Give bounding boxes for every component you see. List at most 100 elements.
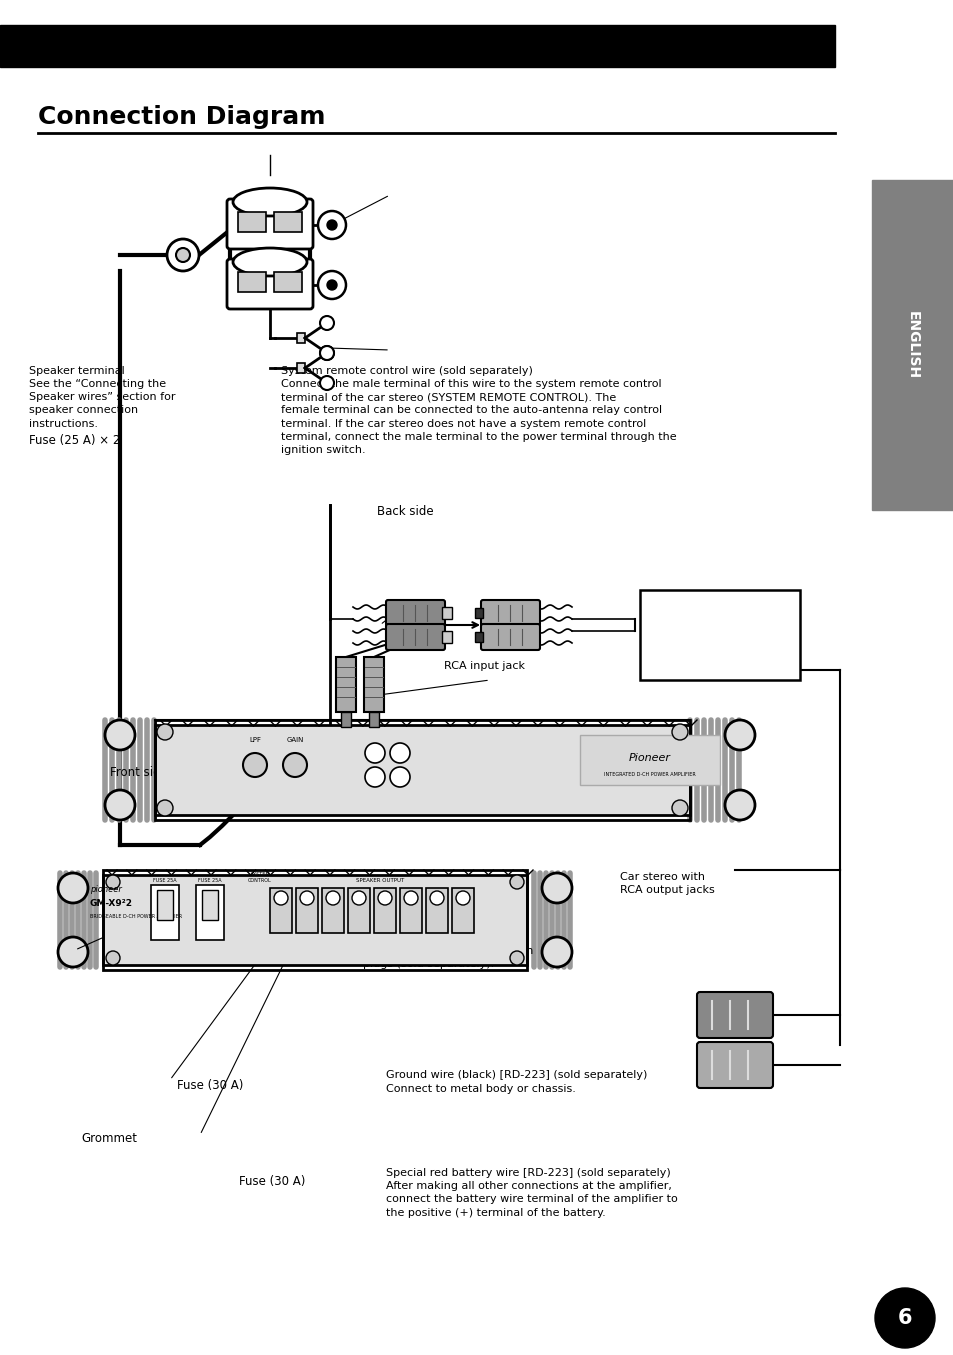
Text: BRIDGEABLE D-CH POWER AMPLIFIER: BRIDGEABLE D-CH POWER AMPLIFIER: [90, 913, 182, 919]
Circle shape: [317, 211, 346, 238]
Circle shape: [327, 280, 336, 290]
Bar: [639, 589, 800, 680]
Circle shape: [456, 892, 470, 905]
Circle shape: [175, 248, 190, 262]
FancyBboxPatch shape: [227, 199, 313, 249]
Circle shape: [106, 951, 120, 965]
Bar: [274, 211, 302, 232]
Text: FUSE 25A: FUSE 25A: [153, 878, 176, 883]
FancyBboxPatch shape: [697, 992, 772, 1038]
Text: Connection Diagram: Connection Diagram: [38, 104, 325, 129]
Circle shape: [106, 875, 120, 889]
Text: SPEAKER OUTPUT: SPEAKER OUTPUT: [355, 878, 404, 883]
Bar: [426, 888, 448, 934]
Bar: [335, 657, 355, 711]
Circle shape: [327, 220, 336, 230]
Bar: [154, 720, 689, 820]
Circle shape: [352, 892, 366, 905]
Text: RCA input jack: RCA input jack: [443, 661, 524, 671]
Circle shape: [541, 873, 572, 902]
Bar: [579, 734, 720, 785]
Text: Special red battery wire [RD-223] (sold separately)
After making all other conne: Special red battery wire [RD-223] (sold …: [386, 1168, 678, 1218]
Circle shape: [319, 346, 334, 360]
FancyBboxPatch shape: [697, 1042, 772, 1088]
Circle shape: [724, 790, 754, 820]
Circle shape: [58, 873, 88, 902]
Circle shape: [299, 892, 314, 905]
Text: GM-X9²2: GM-X9²2: [90, 898, 132, 908]
Bar: [348, 888, 370, 934]
Circle shape: [403, 892, 417, 905]
Circle shape: [430, 892, 443, 905]
Bar: [475, 631, 482, 642]
Ellipse shape: [233, 248, 307, 276]
Bar: [237, 272, 266, 291]
Text: Fuse (30 A): Fuse (30 A): [176, 1079, 243, 1092]
Bar: [237, 211, 266, 232]
Text: FUSE 25A: FUSE 25A: [198, 878, 222, 883]
Text: Pioneer: Pioneer: [628, 753, 670, 763]
Bar: [0, 24, 834, 66]
Circle shape: [167, 238, 199, 271]
Bar: [364, 657, 384, 711]
FancyBboxPatch shape: [480, 625, 539, 650]
Circle shape: [283, 753, 307, 776]
Bar: [322, 888, 344, 934]
Bar: [374, 888, 395, 934]
Circle shape: [377, 892, 392, 905]
Circle shape: [274, 892, 288, 905]
Bar: [296, 363, 305, 373]
Bar: [157, 890, 172, 920]
Circle shape: [319, 346, 334, 360]
Text: Car stereo with
RCA output jacks: Car stereo with RCA output jacks: [619, 871, 715, 896]
Ellipse shape: [233, 188, 307, 215]
Text: LPF: LPF: [249, 737, 261, 743]
FancyBboxPatch shape: [200, 808, 250, 846]
Circle shape: [724, 720, 754, 751]
Text: Ground wire (black) [RD-223] (sold separately)
Connect to metal body or chassis.: Ground wire (black) [RD-223] (sold separ…: [386, 1070, 647, 1093]
Text: 6: 6: [897, 1308, 911, 1328]
Bar: [441, 607, 452, 619]
Bar: [202, 890, 218, 920]
Text: SYSTEM
CONTROL: SYSTEM CONTROL: [248, 873, 272, 883]
FancyBboxPatch shape: [386, 600, 444, 626]
Text: Back side: Back side: [376, 505, 433, 519]
Circle shape: [365, 767, 385, 787]
Circle shape: [319, 316, 334, 331]
Circle shape: [874, 1289, 934, 1348]
Circle shape: [390, 743, 410, 763]
Circle shape: [105, 790, 135, 820]
Bar: [103, 875, 526, 965]
Text: Connecting wires with RCA pin
plugs (sold separately).: Connecting wires with RCA pin plugs (sol…: [362, 946, 533, 969]
Circle shape: [317, 271, 346, 299]
Circle shape: [326, 892, 339, 905]
Circle shape: [157, 799, 172, 816]
Text: Front side: Front side: [110, 766, 168, 779]
Circle shape: [671, 724, 687, 740]
Circle shape: [510, 951, 523, 965]
Circle shape: [390, 767, 410, 787]
Circle shape: [157, 724, 172, 740]
Bar: [452, 888, 474, 934]
Circle shape: [671, 799, 687, 816]
Text: Grommet: Grommet: [81, 1131, 137, 1145]
FancyBboxPatch shape: [386, 625, 444, 650]
Text: GAIN: GAIN: [286, 737, 303, 743]
Circle shape: [510, 875, 523, 889]
Bar: [274, 272, 302, 291]
Bar: [154, 725, 689, 814]
Text: Speaker terminal
See the “Connecting the
Speaker wires” section for
speaker conn: Speaker terminal See the “Connecting the…: [29, 366, 175, 428]
Circle shape: [319, 375, 334, 390]
Bar: [103, 870, 526, 970]
Bar: [151, 885, 179, 940]
Bar: [340, 711, 351, 728]
Bar: [296, 333, 305, 343]
Bar: [195, 885, 224, 940]
Bar: [369, 711, 378, 728]
Circle shape: [58, 938, 88, 967]
Text: ENGLISH: ENGLISH: [905, 310, 919, 379]
Text: INTEGRATED D-CH POWER AMPLIFIER: INTEGRATED D-CH POWER AMPLIFIER: [603, 772, 695, 778]
Circle shape: [243, 753, 267, 776]
Text: Fuse (25 A) × 2: Fuse (25 A) × 2: [29, 434, 120, 447]
Text: pioneer: pioneer: [90, 886, 122, 894]
